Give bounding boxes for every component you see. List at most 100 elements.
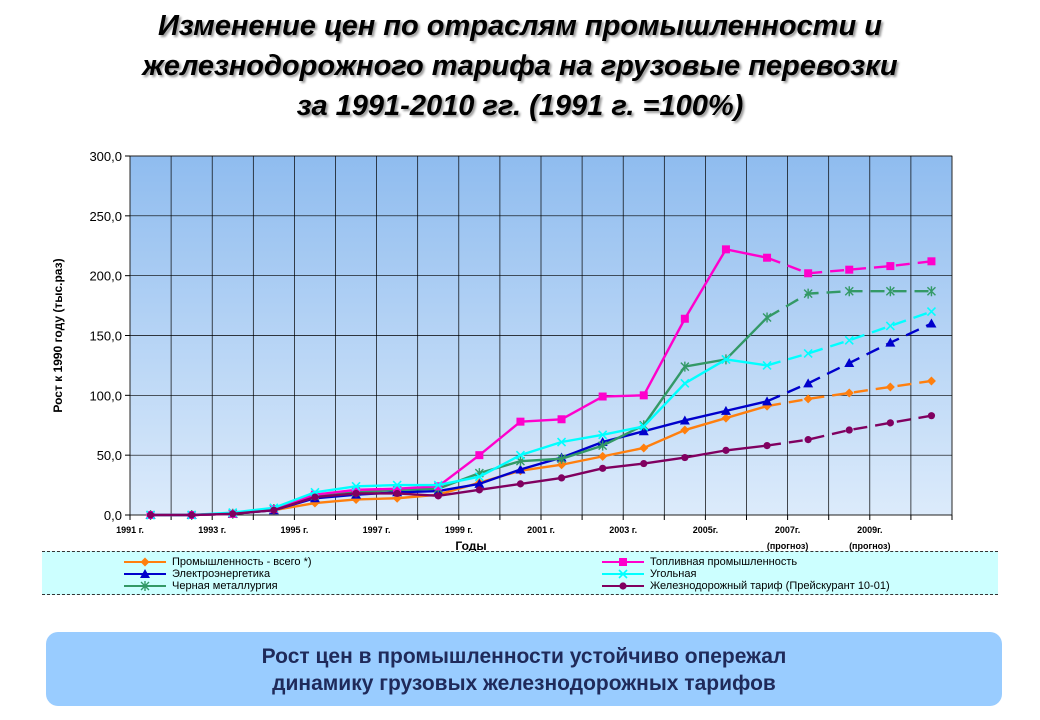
data-point — [803, 288, 813, 299]
title-line-1: Изменение цен по отраслям промышленности… — [158, 10, 882, 42]
x-tick-label: 1999 г. — [445, 525, 473, 535]
marker-shape — [803, 288, 813, 299]
marker-shape — [803, 378, 814, 388]
series-forecast-path — [766, 379, 932, 408]
marker-shape — [927, 412, 936, 420]
marker-shape — [557, 453, 567, 464]
x-tick-label: 1995 г. — [280, 525, 308, 535]
marker-shape — [721, 354, 731, 364]
marker-shape — [681, 453, 689, 462]
marker-shape — [680, 314, 689, 323]
marker-shape — [556, 437, 567, 447]
marker-shape — [804, 269, 813, 278]
data-point — [803, 378, 814, 388]
marker-shape — [140, 557, 150, 567]
marker-shape — [598, 440, 608, 451]
marker-shape — [598, 451, 608, 461]
data-point — [844, 358, 855, 368]
y-tick-label: 50,0 — [97, 448, 122, 463]
marker-shape — [845, 265, 854, 274]
marker-shape — [393, 484, 402, 493]
series-forecast-path — [766, 256, 932, 275]
marker-shape — [886, 262, 895, 271]
marker-shape — [762, 312, 772, 323]
marker-shape — [639, 421, 649, 432]
marker-shape — [721, 413, 731, 423]
data-point — [885, 337, 896, 347]
legend-label: Топливная промышленность — [650, 556, 798, 568]
marker-shape — [598, 430, 608, 440]
data-point — [311, 493, 319, 501]
marker-shape — [885, 286, 895, 297]
data-point — [557, 474, 566, 482]
marker-shape — [639, 391, 648, 400]
data-point — [721, 245, 730, 254]
legend-marker — [124, 581, 166, 591]
chart-title: Изменение цен по отраслям промышленности… — [0, 6, 1040, 126]
data-point — [270, 506, 278, 514]
x-tick-label: 1991 г. — [116, 525, 144, 535]
series-forecast-path — [766, 310, 932, 367]
marker-shape — [926, 286, 936, 297]
legend-symbol — [140, 569, 150, 578]
data-point — [721, 413, 731, 423]
x-tick-label: 2005г. — [693, 525, 718, 535]
marker-shape — [599, 464, 607, 472]
title-line-3: за 1991-2010 гг. (1991 г. =100%) — [296, 90, 744, 122]
marker-shape — [804, 436, 812, 444]
marker-shape — [844, 335, 854, 345]
marker-shape — [926, 376, 936, 386]
data-point — [556, 437, 567, 447]
data-point — [557, 415, 566, 424]
marker-shape — [516, 417, 525, 426]
marker-shape — [474, 478, 485, 488]
data-point — [844, 286, 854, 297]
marker-shape — [351, 481, 361, 491]
legend-symbol — [618, 569, 628, 579]
marker-shape — [619, 558, 627, 566]
data-point — [351, 481, 361, 491]
x-axis-title: Годы — [455, 539, 486, 553]
marker-shape — [762, 396, 773, 406]
y-tick-label: 250,0 — [89, 209, 122, 224]
data-point — [474, 478, 485, 488]
data-point — [844, 335, 854, 345]
series-path — [150, 358, 768, 517]
marker-shape — [639, 443, 649, 453]
marker-shape — [270, 506, 278, 514]
marker-shape — [679, 415, 690, 425]
data-point — [516, 480, 525, 488]
data-point — [762, 360, 772, 370]
series-forecast-path — [766, 414, 932, 447]
x-tick-label: 2001 г. — [527, 525, 555, 535]
marker-shape — [229, 510, 237, 518]
marker-shape — [311, 493, 319, 501]
legend-symbol — [140, 581, 150, 591]
marker-shape — [844, 388, 854, 398]
marker-shape — [638, 426, 649, 436]
data-point — [639, 443, 649, 453]
marker-shape — [619, 582, 627, 590]
marker-shape — [140, 569, 150, 578]
data-point — [681, 453, 689, 462]
marker-shape — [515, 450, 526, 460]
data-point — [557, 460, 567, 470]
data-point — [557, 453, 567, 464]
data-point — [598, 392, 607, 401]
marker-shape — [885, 382, 895, 392]
y-tick-label: 0,0 — [104, 508, 122, 523]
data-point — [926, 286, 936, 297]
marker-shape — [885, 337, 896, 347]
data-point — [763, 253, 772, 262]
marker-shape — [557, 474, 566, 482]
data-point — [393, 484, 402, 493]
data-point — [680, 361, 690, 372]
marker-shape — [393, 489, 401, 498]
legend-label: Электроэнергетика — [172, 568, 271, 580]
data-point — [926, 318, 937, 328]
marker-shape — [516, 480, 525, 488]
x-tick-label: 1993 г. — [198, 525, 226, 535]
data-point — [886, 262, 895, 271]
legend-label: Черная металлургия — [172, 580, 278, 592]
marker-shape — [886, 419, 894, 427]
